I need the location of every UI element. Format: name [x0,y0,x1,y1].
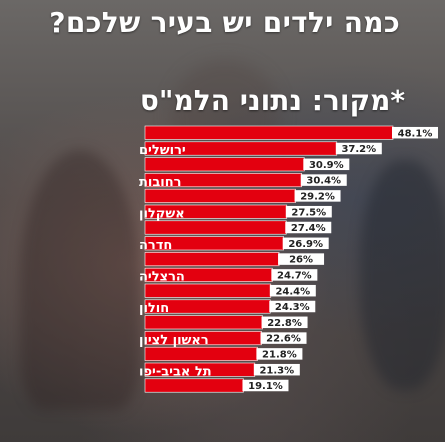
value-label: 26.9% [288,239,323,250]
bar [144,346,258,361]
value-label-box [261,316,308,329]
background-photo-figure [20,150,140,410]
bar [144,220,287,235]
category-label: אשקלון [139,206,185,221]
value-label-box [392,126,438,139]
bar [144,188,296,203]
category-label: חולון [139,301,169,316]
value-label-box [282,237,329,250]
bar [144,125,394,140]
value-label: 24.3% [275,302,310,313]
value-label: 37.2% [341,144,376,155]
value-label: 24.4% [275,286,310,297]
category-label: רחובות [139,175,182,190]
value-label-box [300,174,347,186]
value-label-box [335,142,382,155]
value-label: 27.4% [291,223,326,234]
value-label: 22.6% [266,334,301,345]
value-label-box [253,363,300,376]
bar [144,315,263,330]
bar [144,378,244,393]
value-label-box [294,190,341,202]
value-label-box [285,205,332,218]
value-label-box [256,348,303,360]
value-label-box [242,379,289,392]
value-label-box [260,332,307,344]
value-label: 30.9% [309,160,344,171]
value-label: 26% [289,255,313,266]
value-label: 48.1% [398,128,433,139]
value-label-box [278,253,325,265]
category-label: תל אביב-יפו [139,364,212,379]
value-label-box [271,269,318,281]
category-label: ראשון לציון [139,333,209,348]
value-label-box [269,284,316,297]
category-label: הרצליה [139,270,185,285]
value-label-box [269,300,316,313]
value-label: 19.1% [248,381,283,392]
value-label: 24.7% [277,270,312,281]
value-label: 21.3% [259,365,294,376]
category-label: ירושלים [139,143,186,158]
headline: כמה ילדים יש בעיר שלכם? [49,6,400,39]
value-label: 29.2% [300,191,335,202]
bar [144,252,280,267]
bar [144,157,305,172]
value-label-box [303,158,350,171]
category-label: חדרה [139,238,172,253]
bar [144,283,272,298]
value-label: 30.4% [306,176,341,187]
value-label-box [285,221,332,234]
value-label: 27.5% [291,207,326,218]
background-photo-figure [360,160,445,390]
value-label: 21.8% [262,349,297,360]
source-note: *מקור: נתוני הלמ"ס [139,84,405,117]
value-label: 22.8% [267,318,302,329]
